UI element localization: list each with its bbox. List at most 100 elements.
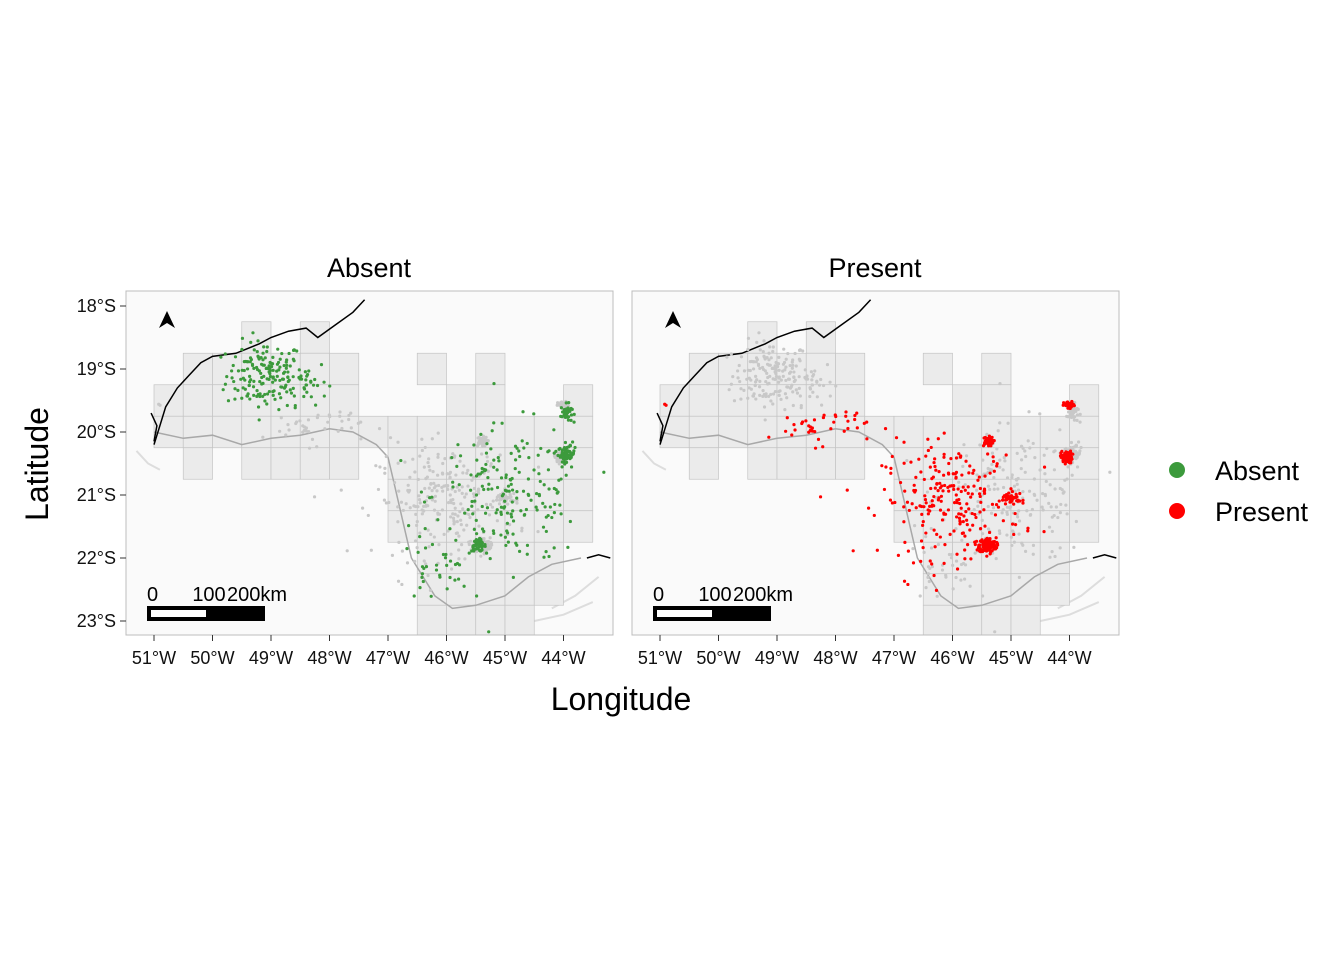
occurrence-point	[546, 468, 551, 472]
occurrence-point	[476, 472, 480, 476]
occurrence-point	[448, 527, 452, 531]
y-tick-label: 21°S	[77, 485, 116, 505]
background-point	[340, 426, 344, 431]
occurrence-point	[278, 357, 282, 361]
occurrence-point	[495, 508, 499, 512]
background-point	[512, 491, 516, 496]
occurrence-point	[469, 488, 473, 492]
occurrence-point	[968, 464, 972, 468]
grid-cell	[504, 541, 535, 575]
background-point	[742, 388, 746, 392]
background-point	[1012, 540, 1016, 544]
occurrence-point	[985, 439, 989, 444]
occurrence-point	[504, 475, 508, 480]
occurrence-point	[1026, 529, 1030, 533]
occurrence-point	[1010, 489, 1015, 494]
occurrence-point	[569, 465, 574, 469]
background-point	[455, 485, 459, 489]
occurrence-point	[542, 483, 546, 487]
background-point	[442, 484, 446, 488]
y-tick-label: 22°S	[77, 548, 116, 568]
background-point	[429, 532, 433, 537]
occurrence-point	[532, 468, 536, 472]
background-point	[980, 594, 985, 598]
grid-cell	[387, 415, 418, 449]
occurrence-point	[865, 437, 869, 441]
occurrence-point	[525, 441, 529, 446]
occurrence-point	[985, 542, 989, 546]
background-point	[905, 458, 909, 463]
occurrence-point	[509, 482, 513, 486]
background-point	[813, 369, 817, 373]
x-tick-label: 49°W	[755, 648, 799, 668]
background-point	[1017, 509, 1021, 513]
background-point	[782, 360, 787, 365]
background-point	[491, 499, 495, 503]
legend-label-absent: Absent	[1215, 456, 1300, 486]
background-point	[1047, 501, 1051, 505]
occurrence-point	[990, 542, 994, 547]
occurrence-point	[935, 482, 939, 486]
grid-cell	[387, 510, 418, 543]
occurrence-point	[269, 365, 274, 369]
occurrence-point	[501, 492, 505, 496]
background-point	[798, 348, 802, 352]
background-point	[773, 366, 778, 371]
background-point	[396, 505, 400, 509]
x-tick-label: 45°W	[483, 648, 527, 668]
background-point	[944, 573, 948, 577]
background-point	[777, 376, 781, 380]
background-point	[1065, 512, 1069, 516]
background-point	[747, 386, 751, 390]
occurrence-point	[800, 421, 804, 426]
background-point	[959, 562, 964, 567]
background-point	[315, 445, 319, 449]
background-point	[1015, 515, 1020, 519]
occurrence-point	[226, 399, 231, 403]
background-point	[422, 559, 426, 563]
background-point	[428, 468, 432, 472]
background-point	[479, 439, 483, 444]
background-point	[762, 405, 767, 409]
grid-cell	[182, 415, 213, 449]
background-point	[467, 542, 471, 547]
background-point	[758, 393, 762, 397]
occurrence-point	[288, 388, 292, 392]
occurrence-point	[463, 511, 467, 515]
background-point	[435, 489, 439, 493]
state-border	[659, 428, 1088, 610]
background-point	[459, 523, 463, 527]
neighbor-border	[135, 450, 161, 471]
occurrence-point	[919, 559, 923, 563]
occurrence-point	[966, 543, 970, 547]
state-border	[153, 428, 582, 610]
occurrence-point	[288, 364, 292, 368]
background-point	[783, 408, 787, 412]
background-point	[997, 529, 1002, 533]
occurrence-point	[256, 354, 260, 358]
background-point	[323, 427, 327, 431]
background-point	[769, 356, 773, 360]
occurrence-point	[248, 397, 252, 401]
legend-key-present	[1169, 503, 1185, 519]
background-point	[453, 489, 457, 494]
background-point	[427, 486, 431, 490]
occurrence-point	[938, 508, 943, 512]
background-point	[1010, 543, 1014, 548]
background-point	[407, 490, 411, 494]
background-point	[460, 543, 464, 547]
background-point	[1049, 505, 1053, 509]
background-point	[817, 383, 822, 387]
background-point	[378, 465, 382, 469]
occurrence-point	[239, 377, 243, 381]
occurrence-point	[933, 486, 937, 490]
background-point	[1035, 498, 1039, 502]
occurrence-point	[990, 549, 994, 553]
background-point	[301, 424, 305, 428]
occurrence-point	[933, 457, 937, 461]
legend-label-present: Present	[1215, 497, 1309, 527]
background-point	[980, 518, 984, 522]
background-point	[424, 503, 428, 507]
occurrence-point	[289, 391, 294, 395]
occurrence-point	[259, 371, 263, 375]
